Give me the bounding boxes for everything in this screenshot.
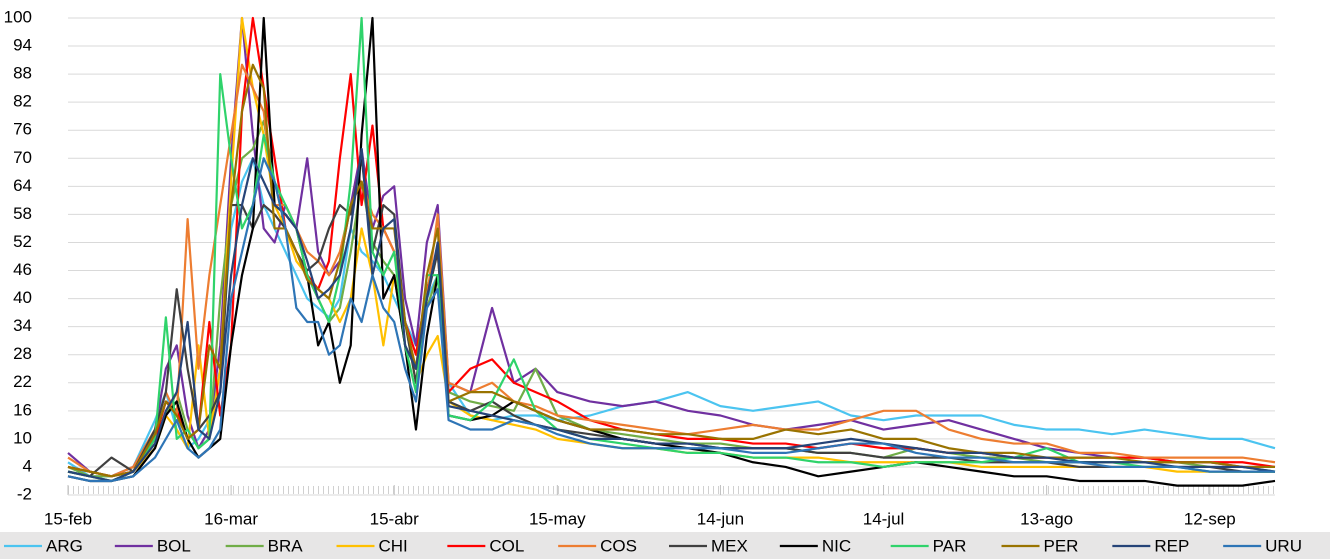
y-tick-label: 100 — [4, 7, 32, 26]
y-tick-label: 40 — [13, 288, 32, 307]
legend-label: PAR — [933, 536, 967, 555]
series-line — [67, 157, 1275, 478]
y-tick-label: 10 — [13, 428, 32, 447]
series-line — [67, 16, 1276, 487]
legend-label: ARG — [46, 536, 83, 555]
legend-label: COS — [600, 536, 637, 555]
series-line — [67, 16, 1275, 478]
x-tick-label: 15-abr — [370, 509, 419, 528]
series-line — [67, 147, 1276, 483]
y-tick-label: 82 — [13, 92, 32, 111]
x-tick-label: 13-ago — [1020, 509, 1073, 528]
y-tick-label: 70 — [13, 148, 32, 167]
y-tick-label: 58 — [13, 204, 32, 223]
y-tick-label: 94 — [13, 36, 32, 55]
y-tick-label: 22 — [13, 372, 32, 391]
y-tick-label: 64 — [13, 176, 32, 195]
legend-label: REP — [1154, 536, 1189, 555]
series-line — [67, 157, 1276, 478]
y-tick-label: 88 — [13, 64, 32, 83]
legend-label: MEX — [711, 536, 748, 555]
y-tick-label: 16 — [13, 400, 32, 419]
x-tick-label: 14-jul — [863, 509, 905, 528]
x-tick-label: 15-may — [529, 509, 586, 528]
legend-background — [0, 532, 1330, 559]
series-line — [67, 63, 1275, 478]
x-tick-label: 12-sep — [1184, 509, 1236, 528]
y-tick-label: 34 — [13, 316, 32, 335]
legend-label: BRA — [268, 536, 304, 555]
y-tick-label: 28 — [13, 344, 32, 363]
legend-label: URU — [1265, 536, 1302, 555]
y-tick-label: 52 — [13, 232, 32, 251]
x-tick-label: 16-mar — [204, 509, 258, 528]
series-line — [67, 157, 1275, 483]
legend-label: PER — [1044, 536, 1079, 555]
x-tick-label: 15-feb — [44, 509, 92, 528]
y-tick-label: 46 — [13, 260, 32, 279]
legend-label: BOL — [157, 536, 191, 555]
y-tick-label: -2 — [17, 484, 32, 503]
y-tick-label: 4 — [23, 456, 32, 475]
legend-label: CHI — [379, 536, 408, 555]
legend-label: NIC — [822, 536, 851, 555]
x-tick-label: 14-jun — [697, 509, 744, 528]
y-tick-label: 76 — [13, 120, 32, 139]
legend-label: COL — [489, 536, 524, 555]
